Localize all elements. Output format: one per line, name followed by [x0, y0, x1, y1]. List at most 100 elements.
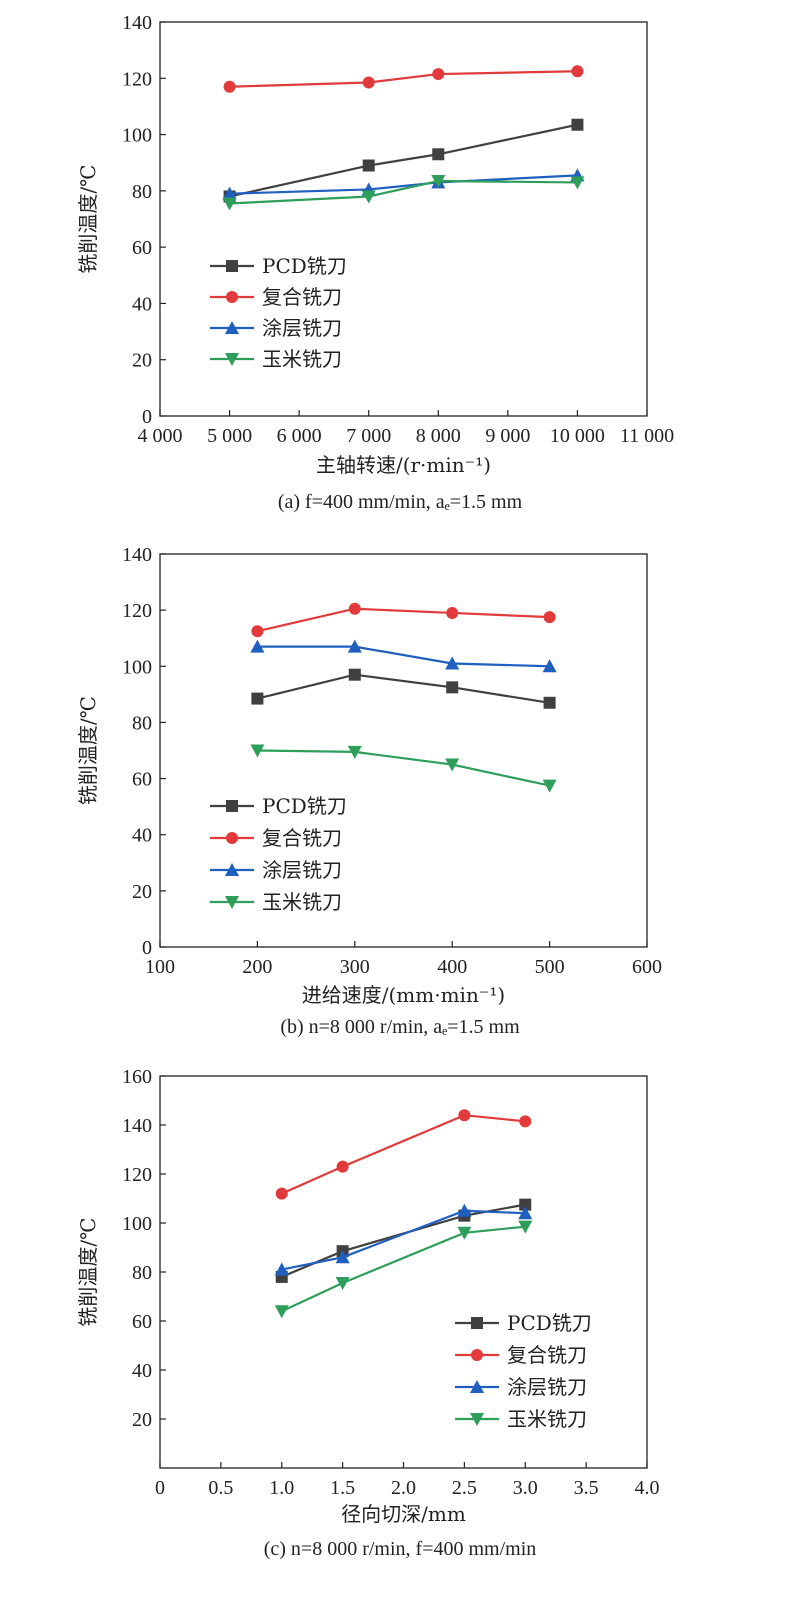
data-point — [543, 696, 556, 709]
legend-label: 复合铣刀 — [507, 1343, 587, 1367]
y-tick-label: 0 — [142, 937, 152, 959]
y-tick-label: 60 — [132, 1311, 152, 1333]
y-tick-label: 140 — [122, 12, 152, 34]
x-tick-label: 200 — [242, 956, 272, 978]
y-tick-label: 100 — [122, 125, 152, 147]
y-tick-label: 120 — [122, 1164, 152, 1186]
legend-marker — [226, 832, 238, 844]
y-tick-label: 40 — [132, 825, 152, 847]
x-tick-label: 0 — [155, 1477, 165, 1499]
data-point — [223, 80, 236, 93]
x-tick-label: 2.5 — [452, 1477, 477, 1499]
x-axis-label: 主轴转速/(r·min⁻¹) — [316, 453, 491, 477]
data-point — [251, 692, 264, 705]
data-point — [457, 1226, 472, 1240]
data-point — [518, 1206, 533, 1220]
x-tick-label: 7 000 — [346, 425, 391, 447]
legend-marker — [225, 353, 239, 366]
data-point — [571, 118, 584, 131]
data-point — [335, 1277, 350, 1291]
y-tick-label: 140 — [122, 544, 152, 566]
x-axis-label: 径向切深/mm — [341, 1502, 466, 1526]
data-point — [348, 602, 361, 615]
y-tick-label: 120 — [122, 68, 152, 90]
x-tick-label: 6 000 — [277, 425, 322, 447]
data-point — [542, 779, 557, 793]
y-axis-label: 铣削温度/℃ — [76, 1217, 100, 1326]
legend-marker — [226, 800, 238, 812]
data-point — [274, 1262, 289, 1276]
data-point — [348, 668, 361, 681]
y-axis-label: 铣削温度/℃ — [76, 164, 100, 273]
data-point — [457, 1203, 472, 1217]
panel-caption: (a) f=400 mm/min, aₑ=1.5 mm — [278, 491, 523, 513]
series-line-4 — [229, 179, 578, 205]
x-tick-label: 1.5 — [330, 1477, 355, 1499]
x-tick-label: 600 — [632, 956, 662, 978]
y-tick-label: 20 — [132, 350, 152, 372]
legend-label: 复合铣刀 — [262, 285, 342, 309]
y-tick-label: 60 — [132, 769, 152, 791]
legend-marker — [226, 260, 238, 272]
data-point — [335, 1250, 350, 1264]
series-line-2 — [281, 1114, 526, 1195]
chart-panel-2: 100 200 300 400 500 600 0 20 40 60 80 100 120 140 进给速度… — [76, 544, 662, 1007]
x-tick-label: 0.5 — [208, 1477, 233, 1499]
data-point — [432, 148, 445, 161]
series-line-4 — [281, 1225, 526, 1313]
data-point — [446, 681, 459, 694]
data-point — [274, 1305, 289, 1319]
data-point — [445, 656, 460, 670]
y-tick-label: 100 — [122, 1213, 152, 1235]
y-tick-label: 100 — [122, 656, 152, 678]
legend-label: 玉米铣刀 — [262, 347, 342, 371]
data-point — [518, 1220, 533, 1234]
data-point — [571, 65, 584, 78]
chart-panel-3: 0 0.5 1.0 1.5 2.0 2.5 3.0 3.5 4.0 20 40 60 80 100 120 1… — [76, 1066, 660, 1526]
x-tick-label: 4.0 — [635, 1477, 660, 1499]
legend-label: PCD铣刀 — [262, 794, 347, 818]
series-line-1 — [257, 673, 550, 704]
data-point — [519, 1115, 532, 1128]
series-line-1 — [281, 1203, 526, 1278]
x-tick-label: 4 000 — [138, 425, 183, 447]
data-point — [446, 606, 459, 619]
data-point — [431, 175, 446, 189]
y-axis-label: 铣削温度/℃ — [76, 696, 100, 805]
data-point — [251, 625, 264, 638]
legend-marker — [470, 1380, 484, 1393]
x-tick-label: 11 000 — [620, 425, 674, 447]
x-tick-label: 5 000 — [207, 425, 252, 447]
series-line-4 — [257, 749, 550, 787]
plot-frame — [159, 553, 648, 948]
y-tick-label: 40 — [132, 1360, 152, 1382]
legend-marker — [225, 321, 239, 334]
data-point — [250, 639, 265, 653]
y-tick-label: 80 — [132, 1262, 152, 1284]
x-tick-label: 8 000 — [416, 425, 461, 447]
y-tick-label: 40 — [132, 293, 152, 315]
data-point — [458, 1109, 471, 1122]
data-point — [432, 68, 445, 81]
series-line-3 — [229, 174, 578, 195]
x-tick-label: 300 — [340, 956, 370, 978]
x-tick-label: 400 — [437, 956, 467, 978]
panel-caption: (c) n=8 000 r/min, f=400 mm/min — [264, 1538, 537, 1560]
data-point — [445, 758, 460, 772]
y-tick-label: 160 — [122, 1066, 152, 1088]
y-tick-label: 20 — [132, 1409, 152, 1431]
data-point — [275, 1187, 288, 1200]
x-tick-label: 3.5 — [574, 1477, 599, 1499]
legend-label: PCD铣刀 — [262, 254, 347, 278]
y-tick-label: 0 — [142, 406, 152, 428]
x-tick-label: 9 000 — [485, 425, 530, 447]
legend-marker — [225, 896, 239, 909]
data-point — [222, 197, 237, 211]
legend-label: PCD铣刀 — [507, 1311, 592, 1335]
data-point — [543, 611, 556, 624]
y-tick-label: 20 — [132, 881, 152, 903]
y-tick-label: 80 — [132, 181, 152, 203]
data-point — [336, 1160, 349, 1173]
x-tick-label: 2.0 — [391, 1477, 416, 1499]
